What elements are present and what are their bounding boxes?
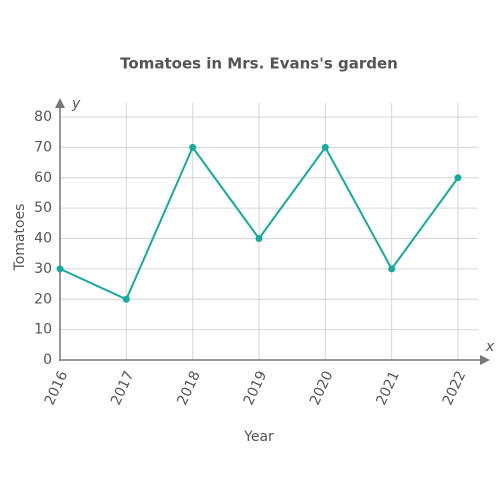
y-axis-arrow — [55, 98, 65, 108]
y-tick-label: 60 — [34, 170, 52, 186]
y-tick-label: 70 — [34, 139, 52, 155]
x-axis-symbol: x — [485, 339, 495, 355]
x-tick-label: 2022 — [440, 369, 470, 408]
y-tick-label: 30 — [34, 261, 52, 277]
x-axis-label: Year — [243, 429, 274, 445]
point — [454, 174, 462, 182]
y-tick-label: 0 — [43, 352, 52, 368]
y-axis-symbol: y — [71, 96, 81, 112]
chart-title: Tomatoes in Mrs. Evans's garden — [120, 55, 398, 73]
x-tick-label: 2020 — [307, 369, 337, 408]
point — [189, 143, 197, 151]
point — [255, 235, 263, 242]
y-tick-label: 10 — [34, 322, 52, 338]
point — [321, 143, 329, 151]
y-tick-label: 50 — [34, 200, 52, 216]
x-axis-arrow — [480, 355, 490, 365]
point — [122, 295, 130, 303]
x-tick-label: 2019 — [241, 369, 271, 408]
y-tick-label: 40 — [34, 231, 52, 247]
y-tick-label: 80 — [34, 109, 52, 125]
x-tick-label: 2018 — [174, 369, 204, 408]
point — [56, 265, 64, 273]
point — [388, 265, 396, 273]
x-tick-label: 2016 — [42, 369, 72, 408]
x-tick-label: 2021 — [373, 369, 403, 408]
x-tick-label: 2017 — [108, 369, 138, 408]
y-tick-label: 20 — [34, 291, 52, 307]
y-axis-label: Tomatoes — [12, 204, 28, 272]
